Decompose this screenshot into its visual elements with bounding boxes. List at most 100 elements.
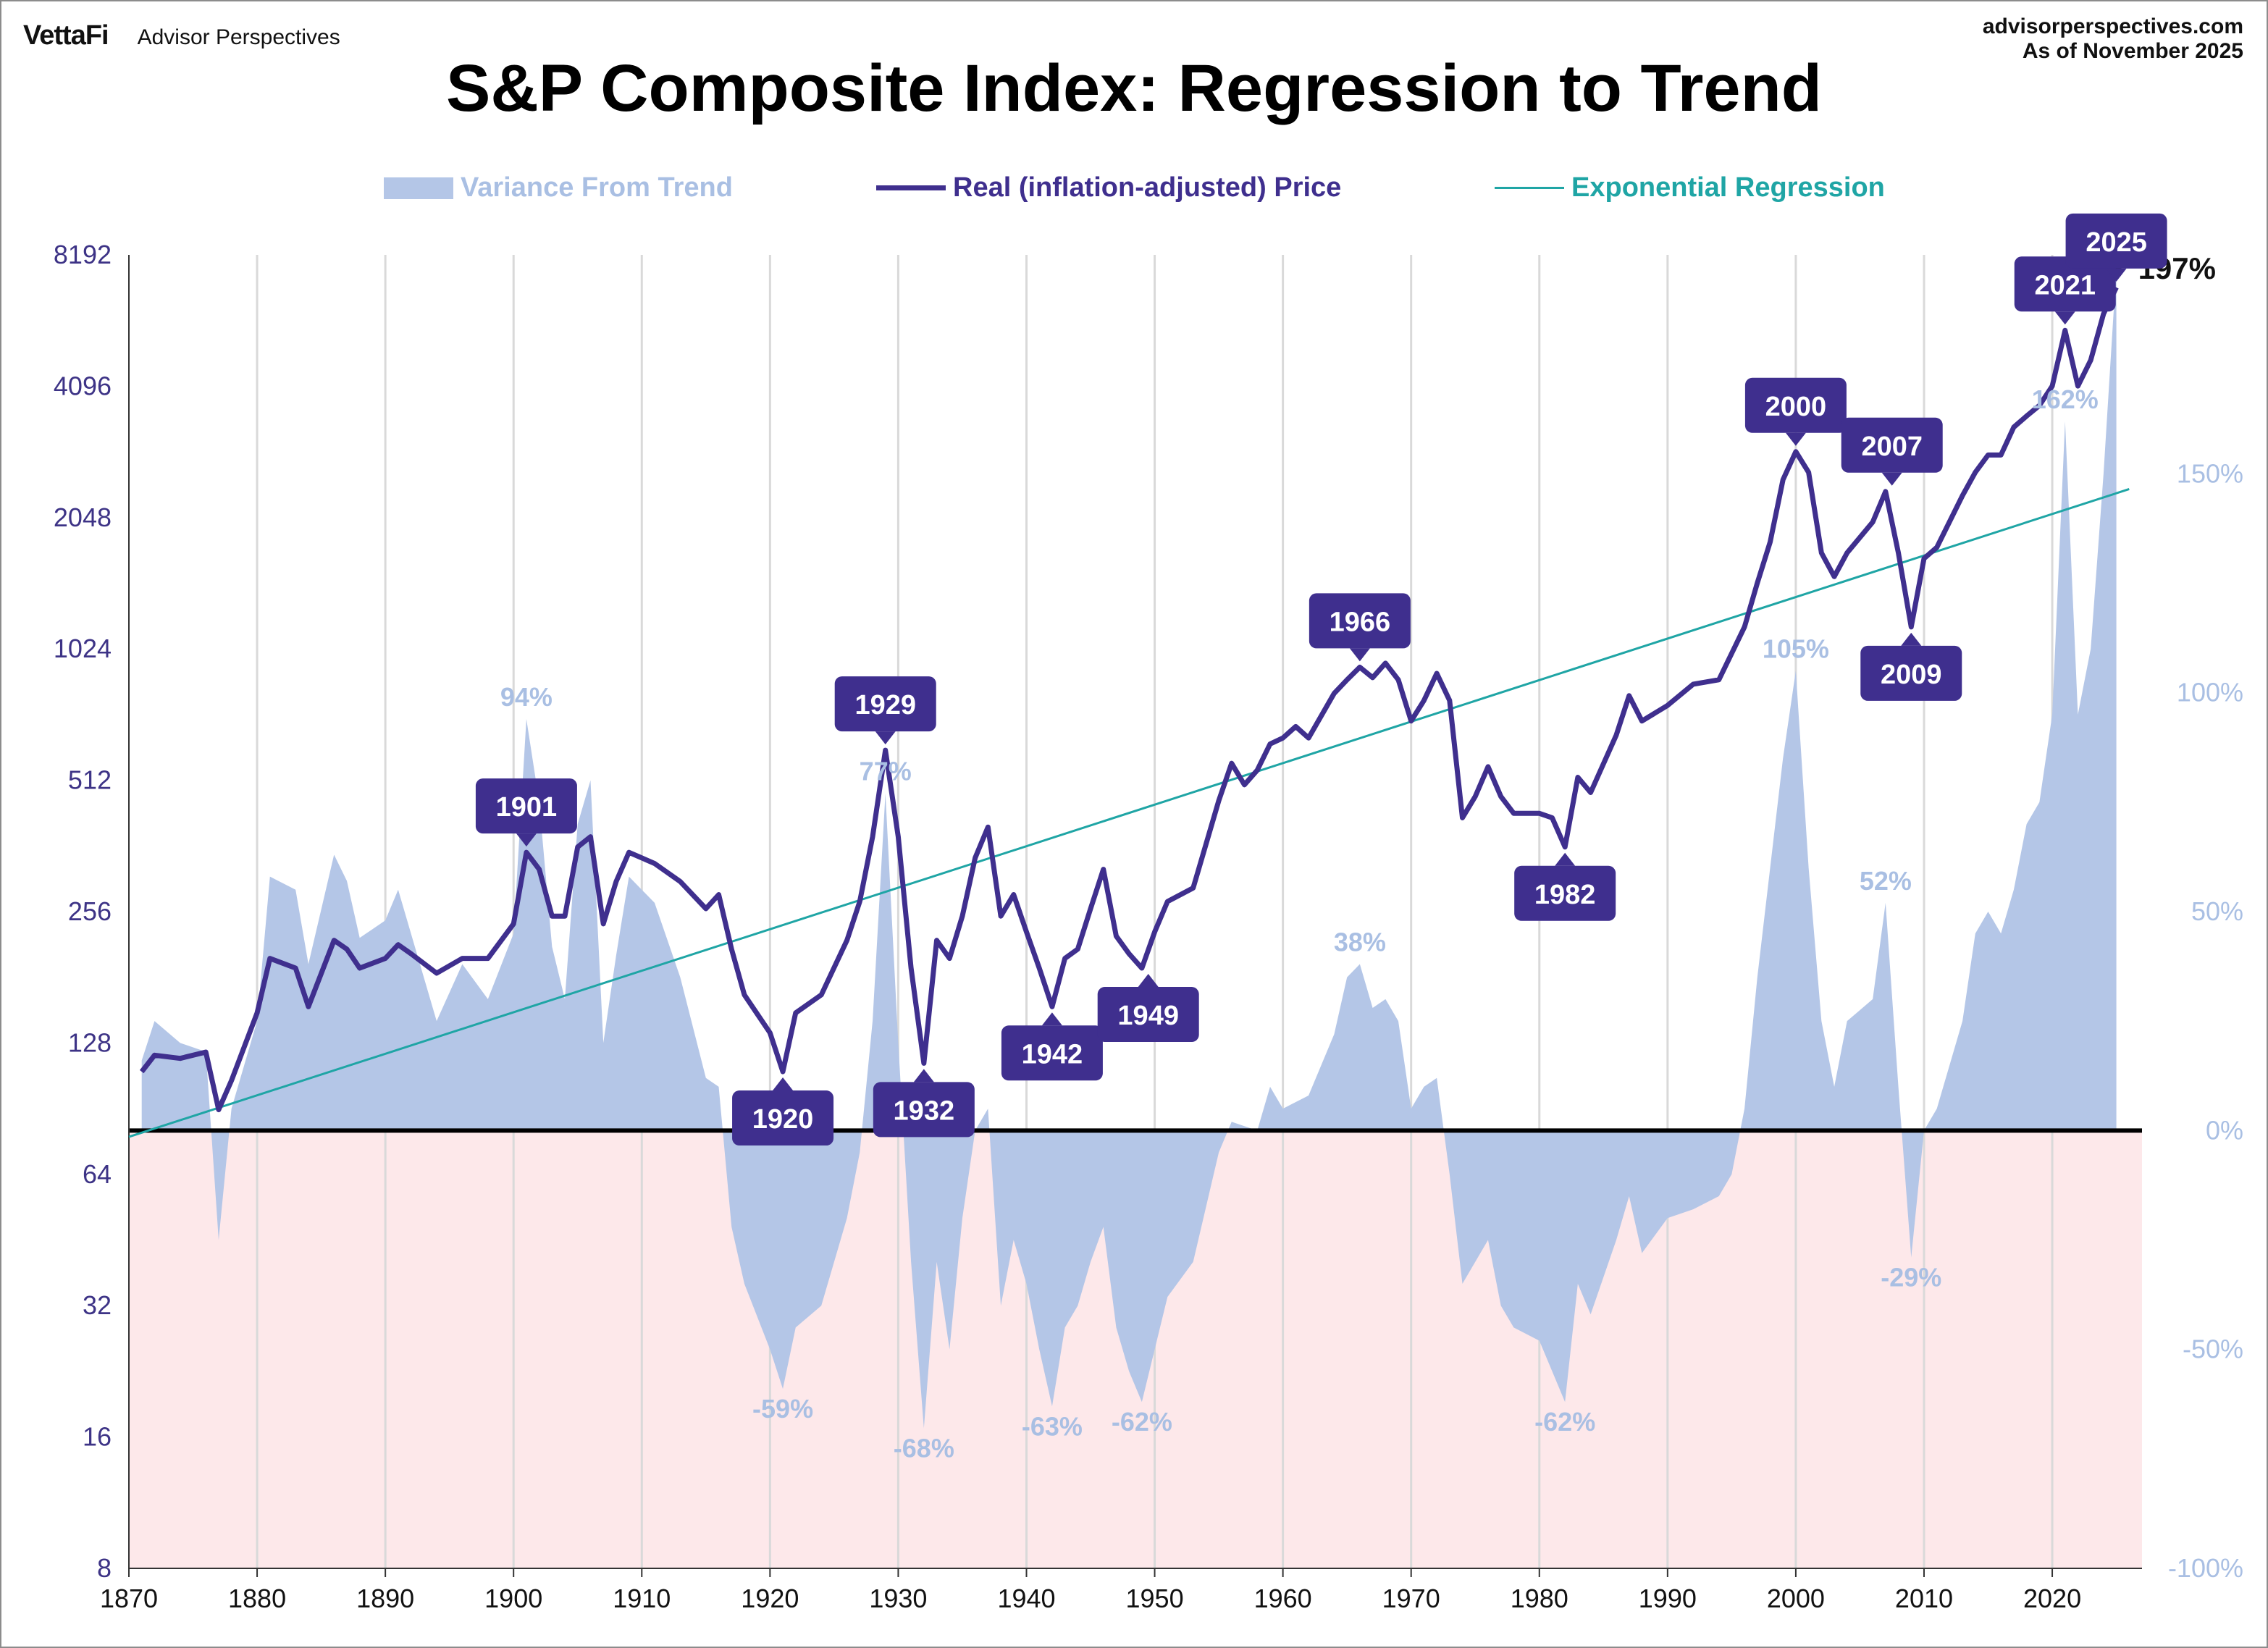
callout-pointer <box>1555 852 1576 866</box>
legend-label-regression: Exponential Regression <box>1571 172 1885 203</box>
y-left-tick-label: 8192 <box>54 240 112 269</box>
y-left-tick-label: 2048 <box>54 503 112 532</box>
source-site: advisorperspectives.com <box>1982 14 2243 38</box>
x-tick-label: 1980 <box>1511 1584 1568 1613</box>
y-left-tick-label: 32 <box>83 1290 112 1320</box>
callout-2000: 2000 <box>1744 377 1847 446</box>
y-right-tick-label: 0% <box>2206 1115 2243 1145</box>
brand-header: VettaFi Advisor Perspectives <box>23 20 340 51</box>
callout-1929: 1929 <box>834 676 936 745</box>
y-right-tick-label: 50% <box>2191 896 2243 926</box>
callout-2021: 2021 <box>2014 256 2116 325</box>
x-tick-label: 2010 <box>1895 1584 1953 1613</box>
regression-line <box>128 488 2130 1138</box>
callout-label: 1901 <box>496 792 558 823</box>
callout-1966: 1966 <box>1309 593 1411 662</box>
legend-item-variance: Variance From Trend <box>384 172 733 203</box>
y-right-tick-label: -100% <box>2168 1553 2243 1583</box>
callout-pointer <box>2054 311 2075 325</box>
callout-box <box>1744 377 1847 433</box>
callout-pointer <box>1901 632 1922 646</box>
variance-label: 105% <box>1763 634 1829 663</box>
x-tick-label: 1910 <box>613 1584 671 1613</box>
callout-label: 2007 <box>1861 432 1923 462</box>
callout-label: 1982 <box>1534 880 1596 910</box>
y-left-tick-label: 128 <box>68 1027 112 1057</box>
y-left-tick-label: 256 <box>68 896 112 926</box>
x-tick-label: 1940 <box>997 1584 1055 1613</box>
legend-item-regression: Exponential Regression <box>1495 172 1885 203</box>
variance-label: -62% <box>1112 1407 1172 1437</box>
y-left-tick-label: 4096 <box>54 371 112 400</box>
legend-swatch-price <box>876 185 946 190</box>
callout-2009: 2009 <box>1860 632 1962 701</box>
variance-label: -68% <box>894 1434 954 1463</box>
variance-label: -59% <box>752 1394 813 1424</box>
callout-pointer <box>1041 1012 1062 1026</box>
variance-label: -63% <box>1022 1411 1083 1441</box>
variance-area <box>141 268 2117 1429</box>
chart-legend: Variance From Trend Real (inflation-adju… <box>0 172 2268 209</box>
callout-label: 2009 <box>1881 660 1942 690</box>
callout-1982: 1982 <box>1514 852 1616 921</box>
callout-label: 1966 <box>1330 607 1391 637</box>
callout-2007: 2007 <box>1841 417 1943 486</box>
y-right-tick-label: 100% <box>2177 678 2243 707</box>
legend-item-price: Real (inflation-adjusted) Price <box>876 172 1341 203</box>
callout-pointer <box>1349 648 1370 662</box>
x-tick-label: 1920 <box>741 1584 799 1613</box>
variance-label: 77% <box>860 757 912 786</box>
callout-1920: 1920 <box>732 1077 834 1146</box>
callout-pointer <box>913 1069 934 1082</box>
callout-box <box>1841 417 1943 473</box>
x-tick-label: 1990 <box>1639 1584 1697 1613</box>
x-tick-label: 1880 <box>228 1584 286 1613</box>
callout-label: 1929 <box>854 690 916 720</box>
source-info: advisorperspectives.com As of November 2… <box>1983 14 2243 64</box>
variance-label: 38% <box>1334 928 1386 957</box>
callout-1949: 1949 <box>1097 974 1199 1043</box>
callout-pointer <box>1785 432 1806 446</box>
x-tick-label: 1870 <box>100 1584 158 1613</box>
callout-pointer <box>1138 974 1159 988</box>
x-tick-label: 1900 <box>484 1584 542 1613</box>
x-tick-label: 1890 <box>356 1584 414 1613</box>
x-tick-label: 2020 <box>2023 1584 2081 1613</box>
callout-label: 1949 <box>1117 1001 1179 1031</box>
callout-pointer <box>1881 472 1902 486</box>
callout-pointer <box>875 731 896 745</box>
y-right-tick-label: 150% <box>2177 458 2243 488</box>
callout-pointer <box>516 833 537 847</box>
callout-box <box>1860 645 1962 701</box>
callout-label: 1942 <box>1022 1039 1083 1069</box>
callout-1932: 1932 <box>873 1069 975 1138</box>
callout-box <box>1001 1025 1103 1081</box>
x-tick-label: 1970 <box>1382 1584 1440 1613</box>
callout-1942: 1942 <box>1001 1012 1103 1081</box>
y-right-tick-label: -50% <box>2183 1334 2243 1364</box>
y-left-tick-label: 16 <box>83 1422 112 1452</box>
callout-label: 1932 <box>894 1096 955 1126</box>
as-of-date: As of November 2025 <box>2022 39 2243 63</box>
callout-2025: 2025 <box>2065 213 2167 282</box>
y-left-tick-label: 512 <box>68 765 112 795</box>
x-tick-label: 1950 <box>1126 1584 1184 1613</box>
callout-pointer <box>773 1077 794 1091</box>
chart-title: S&P Composite Index: Regression to Trend <box>446 51 1822 125</box>
callout-box <box>2014 256 2116 312</box>
vettafi-logo: VettaFi <box>23 20 109 51</box>
callout-box <box>732 1090 834 1146</box>
variance-label: 52% <box>1860 866 1912 896</box>
callout-box <box>1097 987 1199 1043</box>
variance-label: 94% <box>500 682 553 712</box>
y-left-tick-label: 64 <box>83 1159 112 1189</box>
legend-swatch-regression <box>1495 187 1564 189</box>
callout-label: 2025 <box>2086 227 2147 258</box>
callout-box <box>1309 593 1411 649</box>
variance-label: -62% <box>1534 1407 1595 1437</box>
callout-pointer <box>2106 268 2127 282</box>
legend-label-variance: Variance From Trend <box>461 172 733 203</box>
brand-name: Advisor Perspectives <box>137 25 340 49</box>
callout-box <box>1514 865 1616 921</box>
